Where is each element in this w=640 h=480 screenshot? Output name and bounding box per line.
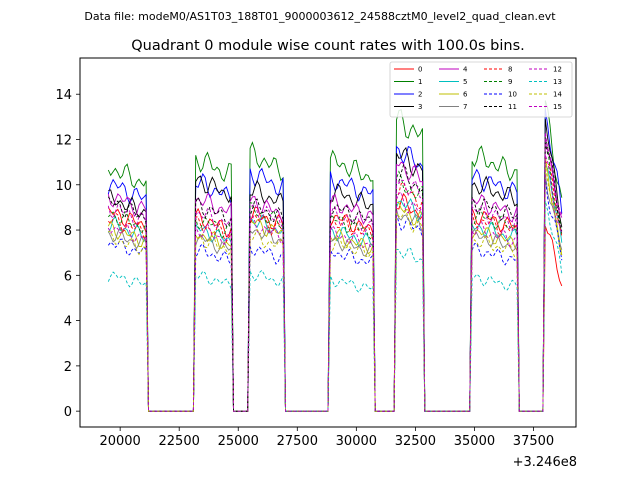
legend-label: 12 xyxy=(553,66,562,74)
x-tick-label: 37500 xyxy=(513,434,554,449)
x-tick-label: 25000 xyxy=(218,434,259,449)
x-tick-label: 30000 xyxy=(336,434,377,449)
legend-label: 15 xyxy=(553,103,562,111)
series-line-7 xyxy=(107,173,563,412)
figure-suptitle: Data file: modeM0/AS1T03_188T01_90000036… xyxy=(84,10,556,23)
series-line-5 xyxy=(107,164,563,412)
plot-frame xyxy=(79,57,577,428)
y-tick-label: 14 xyxy=(55,88,72,103)
x-offset-label: +3.246e8 xyxy=(513,455,577,470)
y-tick-label: 8 xyxy=(64,224,72,239)
y-tick-label: 0 xyxy=(64,405,72,420)
series-line-13 xyxy=(107,200,563,412)
x-tick-label: 27500 xyxy=(277,434,318,449)
legend-label: 1 xyxy=(418,78,422,86)
legend-label: 7 xyxy=(463,103,467,111)
series-line-4 xyxy=(107,136,563,412)
y-tick-label: 12 xyxy=(55,133,72,148)
y-tick-label: 2 xyxy=(64,360,72,375)
y-tick-label: 6 xyxy=(64,269,72,284)
series-line-9 xyxy=(107,137,563,412)
series-line-14 xyxy=(108,164,563,412)
legend-label: 0 xyxy=(418,66,422,74)
chart-title: Quadrant 0 module wise count rates with … xyxy=(131,38,525,54)
x-tick-label: 20000 xyxy=(99,434,140,449)
x-tick-label: 35000 xyxy=(454,434,495,449)
legend-label: 13 xyxy=(553,78,562,86)
legend-label: 6 xyxy=(463,91,468,99)
series-line-12 xyxy=(107,154,563,412)
legend-label: 3 xyxy=(418,103,422,111)
legend-label: 9 xyxy=(508,78,512,86)
series-line-15 xyxy=(107,132,563,412)
legend-label: 11 xyxy=(508,103,517,111)
x-tick-label: 32500 xyxy=(395,434,436,449)
series-line-11 xyxy=(107,142,563,412)
legend-label: 10 xyxy=(508,91,517,99)
legend-frame xyxy=(389,61,573,118)
y-tick-label: 10 xyxy=(55,179,72,194)
y-tick-label: 4 xyxy=(64,315,72,330)
legend-label: 8 xyxy=(508,66,512,74)
series-line-10 xyxy=(107,178,563,412)
ticks-layer: 20000 22500 25000 27500 30000 32500 35000 37500… xyxy=(55,88,554,449)
legend-label: 5 xyxy=(463,78,467,86)
legend-label: 2 xyxy=(418,91,422,99)
x-tick-label: 22500 xyxy=(159,434,200,449)
legend-label: 14 xyxy=(553,91,562,99)
series-layer xyxy=(107,100,563,412)
legend-label: 4 xyxy=(463,66,468,74)
